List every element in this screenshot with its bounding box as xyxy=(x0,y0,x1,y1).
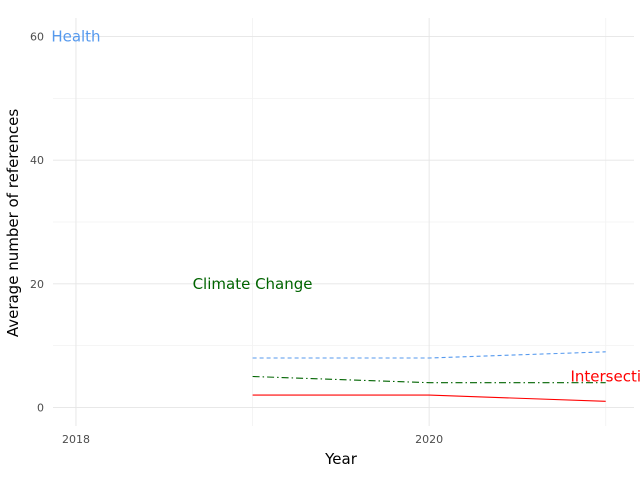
series-lines xyxy=(252,351,606,402)
annotations: Health Climate Change Intersecti xyxy=(51,28,640,386)
annotation-label-3: Intersecti xyxy=(570,368,640,386)
y-tick-label: 0 xyxy=(37,401,44,414)
y-tick-label: 60 xyxy=(30,31,44,44)
x-axis-title: Year xyxy=(324,450,358,468)
x-tick-label: 2018 xyxy=(62,433,90,446)
annotation-label-2: Climate Change xyxy=(193,275,313,293)
annotation-label-1: Health xyxy=(51,28,100,46)
y-axis-title: Average number of references xyxy=(4,109,22,338)
tick-labels: 0 20 40 60 2018 2020 xyxy=(30,31,443,446)
series-line-2 xyxy=(252,375,606,384)
series-line-1 xyxy=(252,351,606,359)
series-line-3 xyxy=(252,394,606,402)
y-tick-label: 40 xyxy=(30,154,44,167)
grid xyxy=(53,18,634,426)
x-tick-label: 2020 xyxy=(415,433,443,446)
y-tick-label: 20 xyxy=(30,278,44,291)
